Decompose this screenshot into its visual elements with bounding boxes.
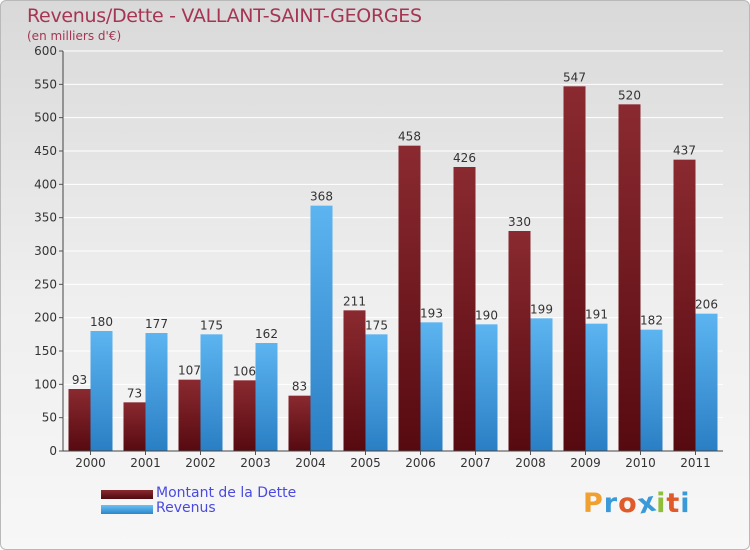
data-label-revenus: 368 [310, 190, 333, 204]
logo-letter: t [666, 488, 681, 519]
data-label-dette: 437 [673, 144, 696, 158]
chart-subtitle: (en milliers d'€) [27, 29, 122, 43]
y-tick-label: 450 [34, 144, 57, 158]
data-label-dette: 93 [72, 373, 87, 387]
x-tick-label: 2004 [295, 456, 326, 470]
bar-dette [453, 167, 476, 451]
bar-revenus [200, 334, 223, 451]
data-label-revenus: 193 [420, 306, 443, 320]
proxiti-logo: Proxiti [583, 486, 691, 520]
logo-letter: o [618, 488, 638, 519]
bar-dette [233, 380, 256, 451]
data-label-dette: 547 [563, 70, 586, 84]
data-label-dette: 458 [398, 130, 421, 144]
bar-dette [618, 104, 641, 451]
bar-revenus [145, 333, 168, 451]
logo-letter: i [680, 488, 691, 519]
bar-revenus [695, 313, 718, 451]
x-tick-label: 2010 [625, 456, 656, 470]
bar-dette [178, 379, 201, 451]
y-tick-label: 0 [49, 444, 57, 458]
x-tick-label: 2006 [405, 456, 436, 470]
data-label-dette: 520 [618, 88, 641, 102]
bar-dette [68, 389, 91, 451]
data-label-revenus: 175 [200, 318, 223, 332]
bar-revenus [585, 323, 608, 451]
bar-dette [343, 310, 366, 451]
bar-revenus [255, 343, 278, 451]
data-label-revenus: 180 [90, 315, 113, 329]
data-label-revenus: 199 [530, 302, 553, 316]
legend-label-dette: Montant de la Dette [156, 485, 297, 501]
x-tick-label: 2007 [460, 456, 491, 470]
x-tick-label: 2000 [75, 456, 106, 470]
data-label-dette: 426 [453, 151, 476, 165]
y-tick-label: 200 [34, 311, 57, 325]
x-tick-label: 2001 [130, 456, 161, 470]
bar-dette [288, 395, 311, 451]
data-label-revenus: 206 [695, 298, 718, 312]
y-tick-label: 100 [34, 377, 57, 391]
bar-revenus [365, 334, 388, 451]
legend-label-revenus: Revenus [156, 500, 216, 516]
logo-letter: P [583, 488, 604, 519]
bar-dette [673, 159, 696, 451]
data-label-dette: 83 [292, 380, 307, 394]
legend-swatch-dette [101, 490, 153, 499]
data-label-revenus: 190 [475, 308, 498, 322]
data-label-dette: 211 [343, 294, 366, 308]
bar-dette [563, 86, 586, 451]
y-tick-label: 600 [34, 44, 57, 58]
bar-revenus [420, 322, 443, 451]
bar-dette [398, 145, 421, 451]
data-label-revenus: 162 [255, 327, 278, 341]
data-label-revenus: 182 [640, 314, 663, 328]
data-label-dette: 106 [233, 364, 256, 378]
y-tick-label: 400 [34, 177, 57, 191]
x-tick-label: 2002 [185, 456, 216, 470]
y-tick-label: 550 [34, 77, 57, 91]
y-tick-label: 350 [34, 211, 57, 225]
x-tick-label: 2005 [350, 456, 381, 470]
bar-revenus [530, 318, 553, 451]
y-tick-label: 150 [34, 344, 57, 358]
data-label-revenus: 191 [585, 308, 608, 322]
y-tick-label: 250 [34, 277, 57, 291]
y-tick-label: 300 [34, 244, 57, 258]
x-tick-label: 2008 [515, 456, 546, 470]
chart-title: Revenus/Dette - VALLANT-SAINT-GEORGES [27, 5, 422, 27]
logo-letter: r [603, 488, 619, 519]
bar-revenus [90, 331, 113, 451]
x-tick-label: 2011 [680, 456, 711, 470]
x-tick-label: 2003 [240, 456, 271, 470]
bar-revenus [475, 324, 498, 451]
bar-revenus [640, 329, 663, 451]
legend-swatch-revenus [101, 505, 153, 514]
data-label-revenus: 177 [145, 317, 168, 331]
data-label-revenus: 175 [365, 318, 388, 332]
data-label-dette: 330 [508, 215, 531, 229]
data-label-dette: 73 [127, 386, 142, 400]
bar-dette [123, 402, 146, 451]
y-tick-label: 50 [42, 411, 57, 425]
bar-revenus [310, 205, 333, 451]
y-tick-label: 500 [34, 111, 57, 125]
data-label-dette: 107 [178, 364, 201, 378]
logo-letter: i [656, 488, 667, 519]
x-tick-label: 2009 [570, 456, 601, 470]
bar-dette [508, 231, 531, 451]
